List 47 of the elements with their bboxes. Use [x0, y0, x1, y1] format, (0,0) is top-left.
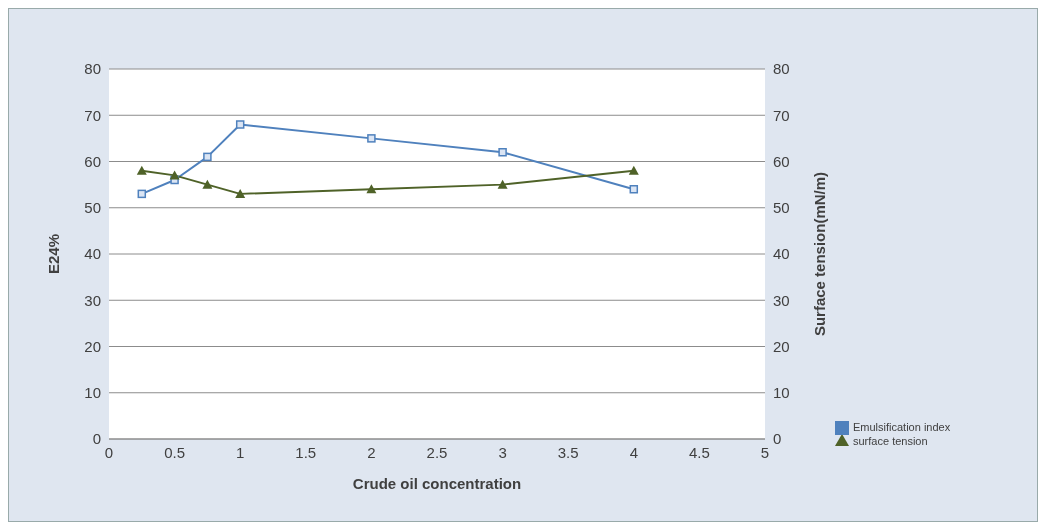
- x-tick-label: 4: [629, 443, 638, 461]
- y-tick-label: 70: [84, 106, 101, 124]
- y2-tick-label: 0: [773, 430, 782, 448]
- x-tick-label: 2: [367, 443, 376, 461]
- y2-tick-label: 10: [773, 384, 790, 402]
- y-tick-label: 20: [84, 337, 101, 355]
- legend-label: Emulsification index: [853, 420, 951, 433]
- point: [629, 185, 639, 194]
- point: [366, 184, 377, 194]
- x-tick-label: 3.5: [557, 443, 579, 461]
- y2-tick-label: 20: [773, 337, 790, 355]
- y2-tick-label: 50: [773, 199, 790, 217]
- point: [203, 152, 212, 162]
- y-tick-label: 40: [84, 245, 101, 263]
- y-tick-label: 60: [84, 152, 101, 170]
- x-tick-label: 3: [498, 443, 507, 461]
- y2-tick-label: 70: [773, 106, 790, 124]
- y2-axis-title: Surface tension(mN/m): [811, 171, 829, 337]
- y2-tick-label: 80: [773, 60, 790, 78]
- x-tick-label: 0: [104, 443, 114, 461]
- y2-tick-label: 30: [773, 291, 790, 309]
- legend-label: surface tension: [853, 434, 928, 447]
- point: [169, 170, 180, 180]
- y2-tick-label: 60: [773, 152, 790, 170]
- point: [497, 179, 508, 189]
- point: [628, 165, 639, 175]
- point: [202, 179, 213, 189]
- x-tick-label: 5: [760, 443, 770, 461]
- point: [235, 188, 246, 198]
- x-tick-label: 2.5: [426, 443, 448, 461]
- point: [367, 134, 376, 143]
- point: [136, 165, 147, 175]
- x-axis-title: Crude oil concentration: [352, 475, 522, 492]
- x-tick-label: 0.5: [164, 443, 186, 461]
- point: [235, 120, 245, 129]
- y2-tick-label: 40: [773, 245, 790, 263]
- y-tick-label: 80: [84, 60, 101, 78]
- point: [137, 189, 147, 199]
- x-tick-label: 4.5: [688, 443, 710, 461]
- y-tick-label: 0: [92, 430, 101, 448]
- x-tick-label: 1: [236, 443, 245, 461]
- y-tick-label: 50: [84, 199, 101, 217]
- y-tick-label: 30: [84, 291, 101, 309]
- x-tick-label: 1.5: [295, 443, 317, 461]
- y-axis-title: E24%: [45, 233, 63, 275]
- y-tick-label: 10: [84, 384, 101, 402]
- point: [498, 148, 507, 157]
